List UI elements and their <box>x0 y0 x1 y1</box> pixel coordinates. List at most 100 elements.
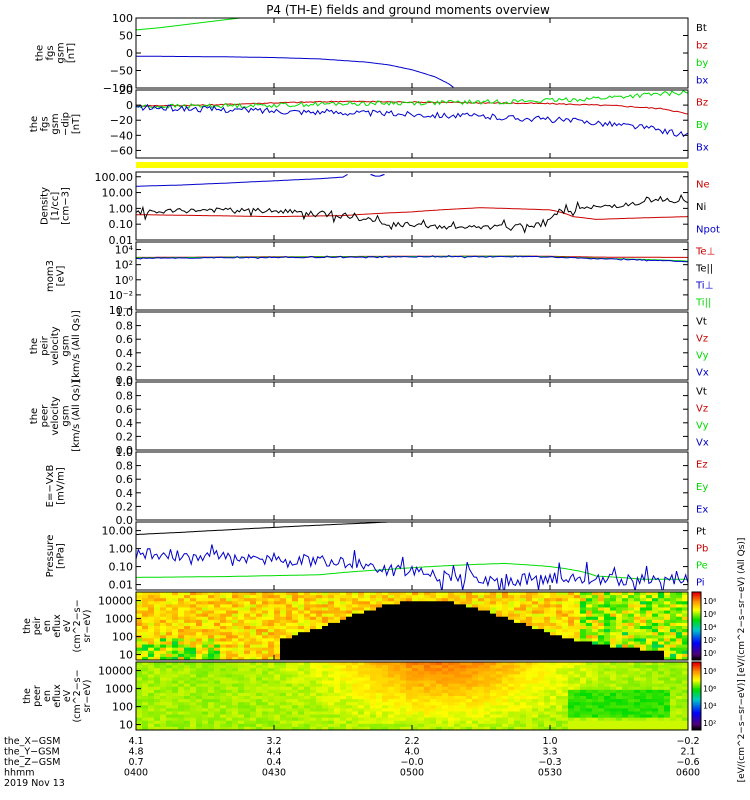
colorbar-cell <box>692 634 701 637</box>
spectrogram-cell <box>274 653 281 658</box>
spectrogram-cell <box>382 619 389 624</box>
spectrogram-cell <box>622 604 629 608</box>
spectrogram-cell <box>250 622 257 627</box>
spectrogram-cell <box>424 626 431 630</box>
panel-frame <box>135 381 689 451</box>
spectrogram-cell <box>154 638 161 642</box>
spectrogram-cell <box>502 610 509 615</box>
spectrogram-cell <box>172 650 179 655</box>
legend-item: By <box>696 120 709 131</box>
spectrogram-cell <box>514 726 521 731</box>
spectrogram-cell <box>424 650 431 655</box>
spectrogram-cell <box>640 656 647 661</box>
spectrogram-cell <box>562 717 569 722</box>
spectrogram-cell <box>418 662 425 666</box>
spectrogram-cell <box>640 689 647 694</box>
spectrogram-cell <box>496 683 503 688</box>
spectrogram-cell <box>394 613 401 618</box>
spectrogram-cell <box>274 604 281 608</box>
spectrogram-cell <box>178 598 185 602</box>
y-tick-label: 10⁰ <box>115 274 134 287</box>
spectrogram-cell <box>658 629 665 633</box>
spectrogram-cell <box>544 680 551 685</box>
spectrogram-cell <box>370 632 377 636</box>
spectrogram-cell <box>262 708 269 712</box>
spectrogram-cell <box>628 720 635 725</box>
spectrogram-cell <box>658 726 665 731</box>
spectrogram-cell <box>676 711 683 716</box>
spectrogram-cell <box>316 708 323 712</box>
spectrogram-cell <box>478 644 485 649</box>
spectrogram-cell <box>430 717 437 722</box>
y-axis-label: peer <box>40 404 51 428</box>
y-axis-label: [mV/m] <box>55 467 66 505</box>
spectrogram-cell <box>166 641 173 646</box>
spectrogram-cell <box>502 604 509 608</box>
spectrogram-cell <box>292 699 299 703</box>
spectrogram-cell <box>496 641 503 646</box>
colorbar-label: [eV/(cm^2−s−sr−eV)] [eV/(cm^2−s−sr−eV) (… <box>737 538 747 783</box>
spectrogram-cell <box>550 650 557 655</box>
spectrogram-cell <box>286 632 293 636</box>
spectrogram-cell <box>412 613 419 618</box>
spectrogram-cell <box>322 717 329 722</box>
spectrogram-cell <box>478 711 485 716</box>
spectrogram-cell <box>574 607 581 612</box>
spectrogram-cell <box>310 616 317 621</box>
spectrogram-cell <box>340 616 347 621</box>
spectrogram-cell <box>370 644 377 649</box>
spectrogram-cell <box>634 592 641 596</box>
spectrogram-cell <box>634 680 641 685</box>
spectrogram-cell <box>466 641 473 646</box>
spectrogram-cell <box>502 696 509 700</box>
spectrogram-cell <box>424 616 431 621</box>
spectrogram-cell <box>664 714 671 719</box>
spectrogram-cell <box>424 680 431 685</box>
spectrogram-cell <box>568 656 575 661</box>
spectrogram-cell <box>484 601 491 605</box>
spectrogram-cell <box>550 619 557 624</box>
spectrogram-cell <box>604 622 611 627</box>
spectrogram-cell <box>514 641 521 646</box>
spectrogram-cell <box>154 686 161 691</box>
spectrogram-cell <box>472 635 479 639</box>
spectrogram-cell <box>262 641 269 646</box>
spectrogram-cell <box>478 613 485 618</box>
spectrogram-cell <box>184 616 191 621</box>
colorbar-cell <box>692 626 701 629</box>
spectrogram-cell <box>136 668 143 672</box>
spectrogram-cell <box>622 702 629 706</box>
spectrogram-cell <box>400 604 407 608</box>
spectrogram-cell <box>244 598 251 602</box>
spectrogram-cell <box>556 653 563 658</box>
spectrogram-cell <box>448 720 455 725</box>
y-axis-label: [km/s (All Qs)] <box>71 310 82 382</box>
spectrogram-cell <box>328 674 335 678</box>
spectrogram-cell <box>388 668 395 672</box>
y-tick-label: −50 <box>110 65 133 78</box>
spectrogram-cell <box>166 619 173 624</box>
spectrogram-cell <box>328 592 335 596</box>
spectrogram-cell <box>238 692 245 697</box>
spectrogram-cell <box>646 650 653 655</box>
spectrogram-cell <box>388 696 395 700</box>
spectrogram-cell <box>376 726 383 731</box>
spectrogram-cell <box>442 635 449 639</box>
spectrogram-cell <box>394 662 401 666</box>
spectrogram-cell <box>178 607 185 612</box>
spectrogram-cell <box>574 613 581 618</box>
x-axis-row-value: 0600 <box>676 768 700 779</box>
spectrogram-cell <box>646 647 653 652</box>
spectrogram-cell <box>520 680 527 685</box>
spectrogram-cell <box>598 699 605 703</box>
spectrogram-cell <box>190 635 197 639</box>
spectrogram-cell <box>568 705 575 709</box>
spectrogram-cell <box>508 604 515 608</box>
spectrogram-cell <box>292 641 299 646</box>
spectrogram-cell <box>406 650 413 655</box>
spectrogram-cell <box>670 674 677 678</box>
spectrogram-cell <box>586 656 593 661</box>
spectrogram-cell <box>142 702 149 706</box>
spectrogram-cell <box>466 668 473 672</box>
spectrogram-cell <box>364 638 371 642</box>
